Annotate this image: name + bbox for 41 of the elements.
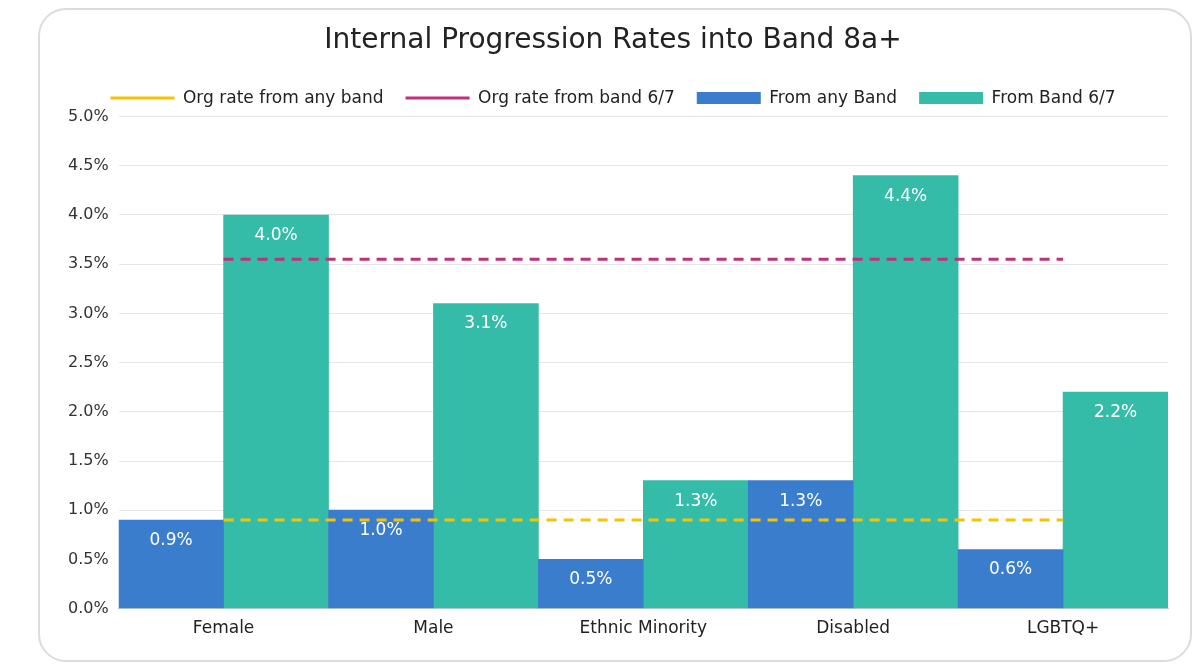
data-label: 0.6% — [989, 558, 1033, 579]
y-tick-label: 4.5% — [67, 154, 109, 174]
y-tick-label: 2.0% — [67, 400, 109, 420]
y-tick-label: 3.5% — [67, 253, 109, 273]
x-tick-label: Ethnic Minority — [579, 617, 708, 638]
bar — [642, 480, 749, 609]
chart-title: Internal Progression Rates into Band 8a+ — [324, 22, 902, 56]
legend-label: From Band 6/7 — [991, 86, 1116, 107]
y-tick-label: 2.5% — [67, 351, 109, 371]
y-tick-label: 5.0% — [67, 105, 109, 125]
y-tick-label: 0.5% — [67, 548, 109, 568]
x-tick-label: Disabled — [816, 617, 891, 638]
data-label: 1.0% — [359, 519, 403, 540]
data-label: 0.9% — [149, 528, 193, 549]
x-tick-label: Female — [192, 617, 255, 638]
bar — [1062, 391, 1168, 609]
bar — [223, 214, 329, 609]
bar — [433, 303, 539, 609]
bar — [118, 519, 224, 609]
legend-label: Org rate from any band — [182, 86, 384, 107]
y-tick-label: 1.0% — [67, 499, 109, 519]
data-label: 3.1% — [464, 312, 508, 333]
legend-label: Org rate from band 6/7 — [478, 86, 675, 107]
bar — [328, 509, 434, 609]
y-tick-label: 4.0% — [67, 204, 109, 224]
data-label: 1.3% — [779, 489, 823, 510]
bar — [538, 559, 644, 609]
data-label: 4.0% — [254, 223, 298, 244]
y-tick-label: 1.5% — [67, 450, 109, 470]
bar — [747, 480, 854, 609]
legend-label: From any Band — [769, 86, 898, 107]
y-tick-label: 0.0% — [67, 597, 109, 617]
y-tick-label: 3.0% — [67, 302, 109, 322]
x-tick-label: Male — [413, 617, 454, 638]
data-label: 2.2% — [1093, 401, 1138, 422]
data-label: 0.5% — [569, 568, 613, 589]
x-tick-label: LGBTQ+ — [1026, 617, 1100, 638]
bar — [957, 549, 1064, 609]
bar — [852, 175, 959, 609]
data-label: 4.4% — [884, 184, 928, 205]
data-label: 1.3% — [674, 489, 718, 510]
